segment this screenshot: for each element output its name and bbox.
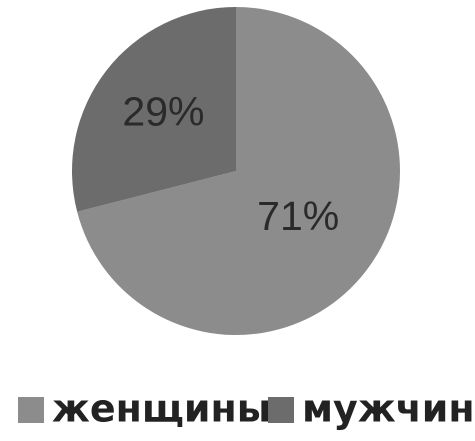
legend-swatch-женщины xyxy=(18,397,44,423)
pie-slice-женщины xyxy=(77,7,401,335)
legend-swatch-мужчины xyxy=(268,397,294,423)
slice-label-мужчины: 29% xyxy=(122,89,204,135)
slice-label-женщины: 71% xyxy=(257,193,339,239)
pie-slice-мужчины xyxy=(71,7,236,212)
legend-label-мужчины: мужчины xyxy=(302,387,475,431)
chart-legend: женщины мужчины xyxy=(18,387,475,431)
legend-entry-женщины: женщины xyxy=(18,387,271,431)
legend-label-женщины: женщины xyxy=(52,387,271,431)
pie-slice-labels: 71% 29% xyxy=(122,89,339,240)
legend-entry-мужчины: мужчины xyxy=(268,387,475,431)
pie-slices xyxy=(71,7,401,335)
